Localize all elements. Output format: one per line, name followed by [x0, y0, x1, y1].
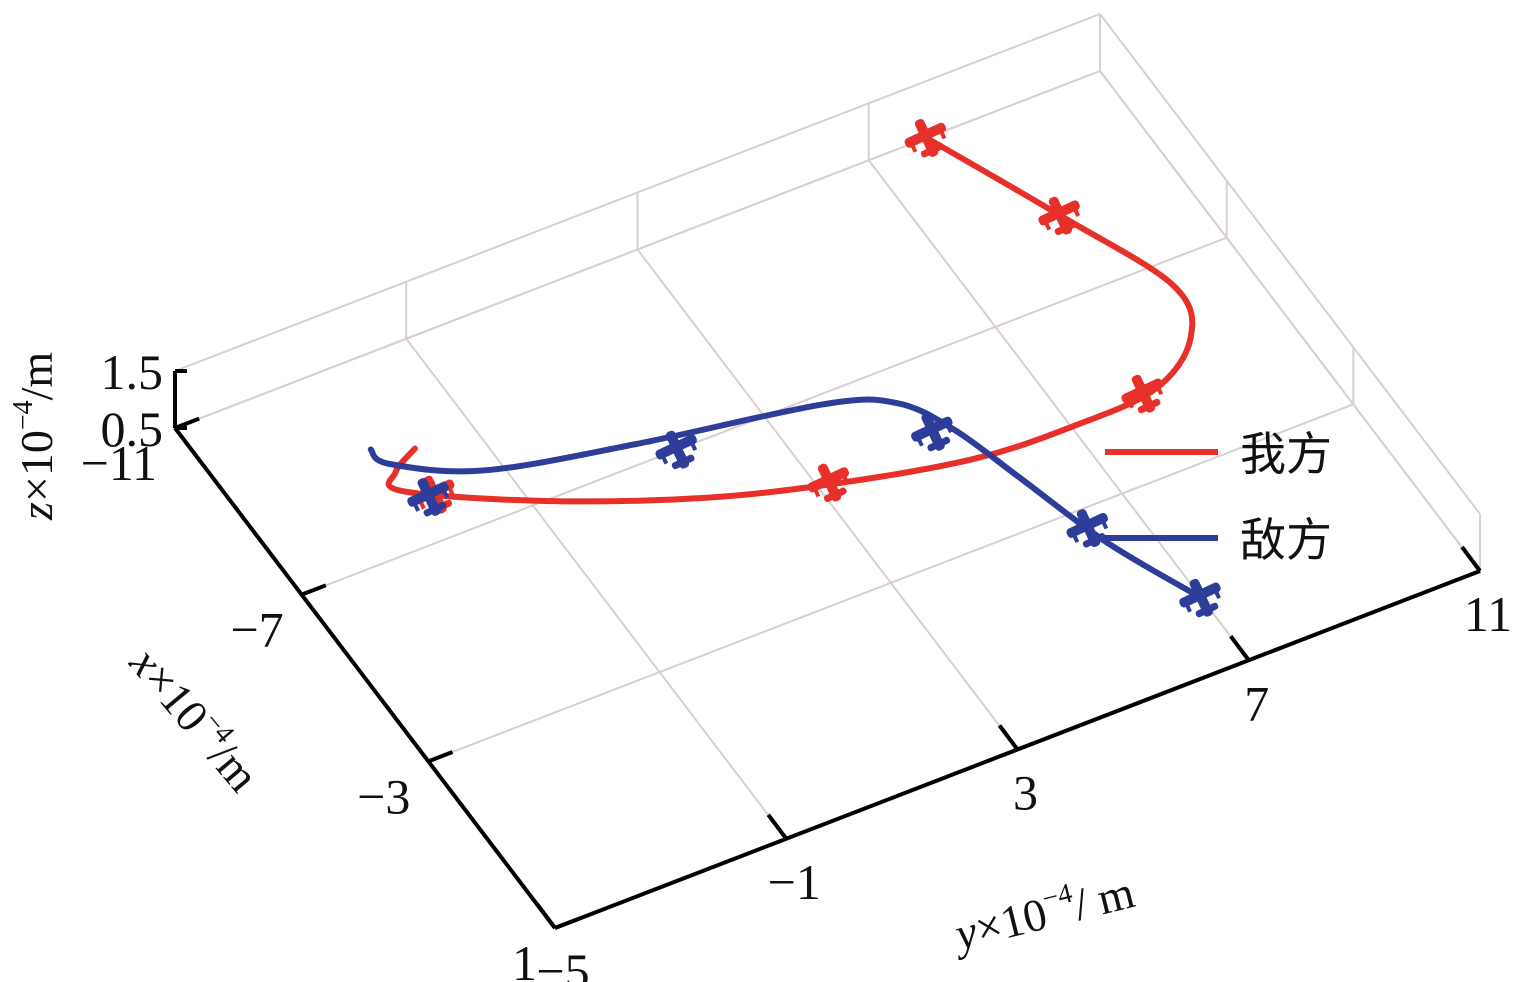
series-marker [904, 119, 947, 158]
z-tick-label: 0.5 [101, 401, 164, 457]
wall-grid-line [174, 70, 1101, 429]
series-marker [1179, 578, 1221, 618]
y-axis-label: y×10−4/ m [945, 863, 1139, 961]
legend-label-series-1: 我方 [1240, 427, 1332, 481]
grid-line-y [405, 338, 788, 840]
series-marker [1121, 374, 1164, 414]
y-tick-label: −5 [536, 943, 589, 982]
series-2 [367, 396, 1221, 618]
x-axis-line [173, 426, 557, 930]
series-marker [1066, 509, 1109, 548]
z-tick-label: 1.5 [101, 344, 164, 400]
series-marker [807, 463, 850, 503]
y-tick-label: −1 [768, 854, 821, 910]
y-tick-mark [535, 902, 557, 930]
y-tick-label: 11 [1464, 586, 1512, 642]
wall-grid-line [174, 13, 1101, 372]
y-tick-mark [1229, 635, 1251, 662]
wall-grid-line [1099, 13, 1481, 515]
y-tick-mark [997, 724, 1020, 751]
y-tick-mark [766, 813, 788, 840]
y-tick-mark [1460, 545, 1482, 573]
series-line [367, 396, 1205, 601]
series-marker [655, 430, 698, 470]
tick-labels: −11 −7 −3 1 −5 −1 3 7 11 0.51.5 [81, 344, 1512, 982]
x-tick-label: 1 [512, 935, 537, 982]
x-tick-label: −3 [357, 768, 410, 824]
grid-line-y [867, 159, 1250, 661]
y-tick-label: 3 [1013, 765, 1038, 821]
x-tick-mark [300, 583, 327, 597]
y-tick-label: 7 [1244, 675, 1269, 731]
legend-label-series-2: 敌方 [1240, 513, 1332, 567]
series [367, 119, 1221, 618]
legend: 我方 敌方 [1105, 427, 1332, 567]
x-tick-mark [554, 916, 580, 930]
x-tick-label: −11 [81, 435, 157, 491]
series-marker [1038, 196, 1081, 236]
x-tick-label: −7 [230, 602, 283, 658]
series-marker [911, 412, 953, 452]
wall-grid-line [1099, 70, 1481, 572]
series-marker [407, 477, 449, 517]
axes [173, 369, 1482, 930]
z-axis-label: z×10−4/m [8, 352, 62, 521]
series-1 [385, 119, 1196, 515]
x-tick-mark [427, 750, 454, 764]
x-axis-label: x×10−4/m [120, 635, 272, 801]
series-line [385, 134, 1196, 505]
